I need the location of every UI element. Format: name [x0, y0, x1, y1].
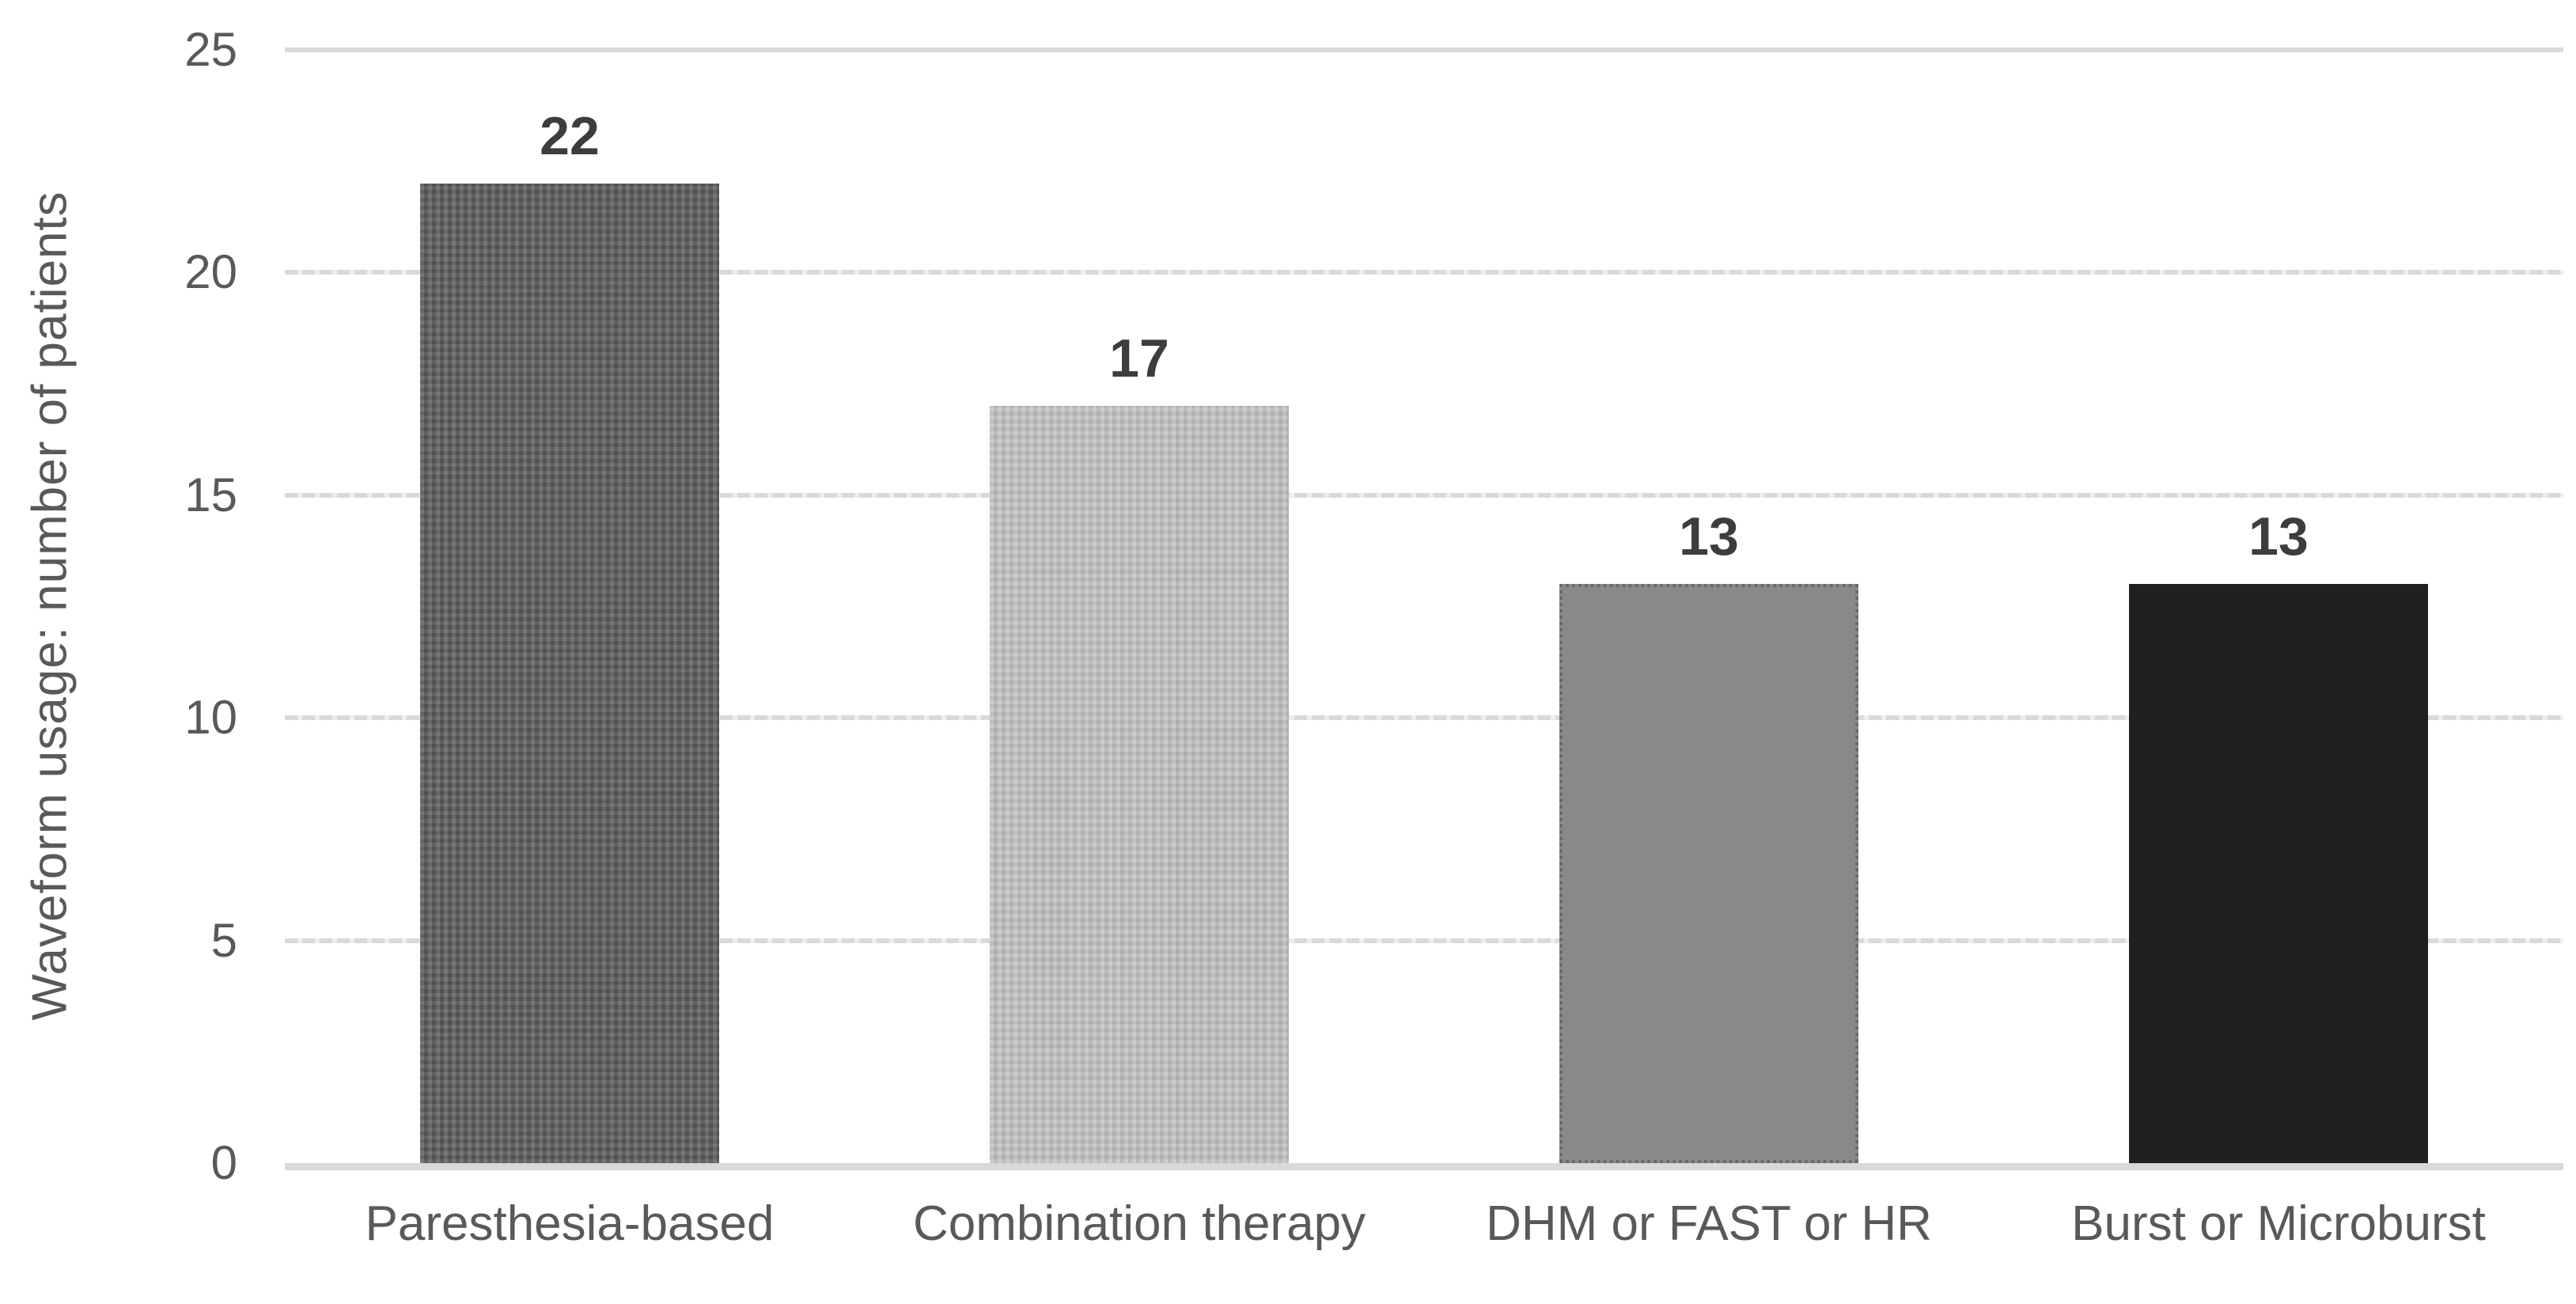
- y-axis-tick-label: 5: [210, 913, 237, 967]
- bar-slot: 22: [285, 50, 854, 1163]
- bar-slot: 13: [1994, 50, 2563, 1163]
- gridline: [285, 270, 2563, 275]
- bar-value-label: 22: [540, 105, 600, 166]
- bar-2: 17: [990, 332, 1289, 1163]
- bar-4: 13: [2129, 510, 2428, 1163]
- y-axis-tick-label: 15: [184, 468, 237, 521]
- gridline: [285, 47, 2563, 52]
- bar-value-label: 13: [1679, 506, 1739, 567]
- bar-value-label: 13: [2248, 506, 2309, 567]
- y-axis-tick-label: 20: [184, 245, 237, 299]
- x-axis-category-label: Burst or Microburst: [2071, 1196, 2486, 1251]
- bar-slot: 13: [1424, 50, 1994, 1163]
- x-axis-labels: Paresthesia-based Combination therapy DHM …: [285, 1200, 2563, 1249]
- gridline: [285, 715, 2563, 721]
- x-axis-category-label: Combination therapy: [912, 1196, 1366, 1251]
- x-axis-category-label: Paresthesia-based: [365, 1196, 775, 1251]
- bar-slot: 17: [854, 50, 1424, 1163]
- bar-3: 13: [1559, 510, 1858, 1163]
- y-axis-tick-label: 0: [210, 1136, 237, 1189]
- bar-1: 22: [420, 109, 719, 1163]
- bars: 22 17 13 13: [285, 50, 2563, 1163]
- gridline: [285, 492, 2563, 498]
- x-axis-line: [285, 1163, 2563, 1170]
- bar-value-label: 17: [1109, 328, 1169, 389]
- y-axis-tick-label: 25: [184, 23, 237, 76]
- y-axis-ticks: 0 5 10 15 20 25: [0, 26, 252, 1187]
- gridlines: [285, 47, 2563, 1170]
- gridline: [285, 938, 2563, 943]
- x-axis-category-label: DHM or FAST or HR: [1486, 1196, 1932, 1251]
- y-axis-tick-label: 10: [184, 691, 237, 745]
- plot-area: 22 17 13 13: [285, 47, 2563, 1170]
